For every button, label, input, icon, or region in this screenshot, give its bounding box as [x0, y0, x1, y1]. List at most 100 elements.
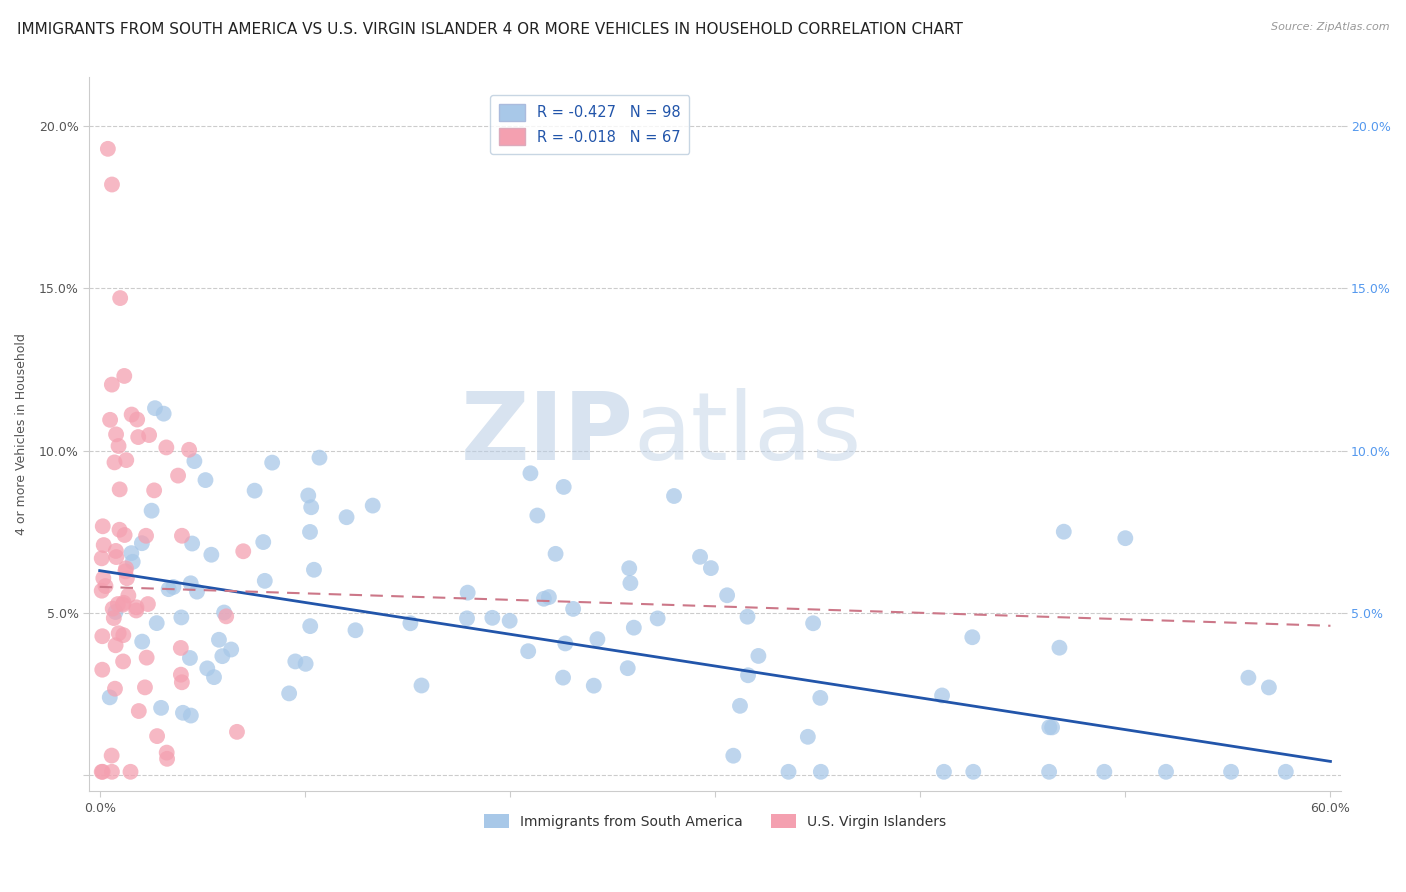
Point — [619, 561, 641, 575]
Point — [156, 752, 179, 766]
Point — [120, 764, 142, 779]
Point — [104, 605, 127, 619]
Point — [157, 582, 180, 596]
Point — [143, 483, 166, 498]
Point — [200, 548, 222, 562]
Point — [778, 764, 800, 779]
Point — [131, 634, 153, 648]
Point — [114, 565, 136, 579]
Point — [91, 764, 114, 779]
Point — [138, 428, 160, 442]
Point — [662, 489, 685, 503]
Point — [183, 454, 205, 468]
Y-axis label: 4 or more Vehicles in Household: 4 or more Vehicles in Household — [15, 334, 28, 535]
Point — [647, 611, 669, 625]
Point — [728, 698, 751, 713]
Point — [127, 412, 149, 426]
Point — [104, 544, 127, 558]
Point — [226, 724, 249, 739]
Point — [181, 536, 204, 550]
Point — [262, 456, 284, 470]
Point — [121, 408, 143, 422]
Point — [104, 638, 127, 652]
Point — [716, 588, 738, 602]
Point — [335, 510, 357, 524]
Point — [128, 704, 150, 718]
Point — [114, 528, 136, 542]
Point — [167, 468, 190, 483]
Point — [481, 611, 503, 625]
Point — [298, 524, 321, 539]
Point — [127, 430, 149, 444]
Point — [135, 650, 157, 665]
Point — [134, 681, 156, 695]
Point — [1053, 524, 1076, 539]
Point — [121, 555, 143, 569]
Point — [90, 764, 112, 779]
Point — [689, 549, 711, 564]
Point — [125, 600, 148, 615]
Point — [202, 670, 225, 684]
Point — [931, 689, 953, 703]
Point — [111, 598, 134, 612]
Point — [519, 467, 541, 481]
Point — [146, 729, 169, 743]
Point — [170, 667, 193, 681]
Point — [278, 686, 301, 700]
Point — [103, 455, 125, 469]
Point — [107, 597, 129, 611]
Point — [90, 583, 112, 598]
Point — [308, 450, 330, 465]
Point — [170, 675, 193, 690]
Point — [810, 764, 832, 779]
Point — [117, 589, 139, 603]
Point — [112, 628, 135, 642]
Point — [962, 764, 984, 779]
Point — [93, 538, 115, 552]
Point — [723, 748, 745, 763]
Point — [170, 610, 193, 624]
Point — [90, 551, 112, 566]
Point — [243, 483, 266, 498]
Point — [212, 606, 235, 620]
Point — [107, 626, 129, 640]
Point — [115, 453, 138, 467]
Point — [104, 681, 127, 696]
Point — [115, 561, 138, 575]
Point — [91, 571, 114, 585]
Point — [108, 523, 131, 537]
Point — [194, 473, 217, 487]
Point — [98, 413, 121, 427]
Point — [232, 544, 254, 558]
Point — [737, 609, 759, 624]
Point — [616, 661, 638, 675]
Point — [737, 668, 759, 682]
Point — [553, 480, 575, 494]
Point — [537, 590, 560, 604]
Point — [1049, 640, 1071, 655]
Point — [91, 629, 114, 643]
Point — [219, 642, 242, 657]
Legend: Immigrants from South America, U.S. Virgin Islanders: Immigrants from South America, U.S. Virg… — [478, 808, 952, 834]
Point — [120, 546, 142, 560]
Point — [797, 730, 820, 744]
Point — [411, 678, 433, 692]
Point — [141, 504, 163, 518]
Point — [551, 671, 574, 685]
Point — [91, 663, 114, 677]
Point — [586, 632, 609, 647]
Point — [97, 142, 120, 156]
Point — [112, 368, 135, 383]
Point — [1040, 720, 1063, 734]
Point — [100, 748, 122, 763]
Point — [107, 439, 129, 453]
Text: atlas: atlas — [634, 388, 862, 481]
Point — [195, 661, 218, 675]
Point — [526, 508, 548, 523]
Point — [457, 585, 479, 599]
Point — [155, 441, 177, 455]
Point — [179, 442, 201, 457]
Point — [156, 746, 179, 760]
Point — [1220, 764, 1243, 779]
Point — [208, 632, 231, 647]
